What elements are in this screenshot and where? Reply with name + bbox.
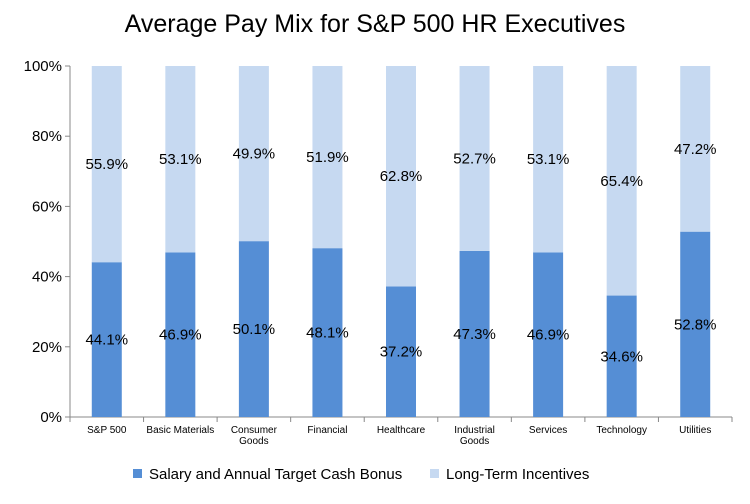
bar-salary-bonus <box>680 231 711 417</box>
data-label: 53.1% <box>159 151 202 168</box>
bar-salary-bonus <box>459 250 490 417</box>
bar-long-term-incentives <box>91 66 122 263</box>
y-tick-label: 20% <box>32 339 62 356</box>
legend-label-long-term-incentives: Long-Term Incentives <box>446 466 589 483</box>
x-category-label: Technology <box>596 425 647 436</box>
data-label: 65.4% <box>600 173 643 190</box>
data-label: 62.8% <box>380 168 423 185</box>
x-category-label: Industrial Goods <box>454 425 495 447</box>
y-tick-label: 100% <box>24 58 62 75</box>
y-tick-label: 40% <box>32 269 62 286</box>
bar-long-term-incentives <box>165 66 196 253</box>
bar-long-term-incentives <box>680 66 711 232</box>
x-category-label: Healthcare <box>377 425 426 436</box>
bar-long-term-incentives <box>386 66 416 287</box>
legend-label-salary-bonus: Salary and Annual Target Cash Bonus <box>149 466 402 483</box>
bar-salary-bonus <box>165 252 196 417</box>
bar-salary-bonus <box>238 241 269 417</box>
chart-title: Average Pay Mix for S&P 500 HR Executive… <box>124 10 626 38</box>
data-label: 52.7% <box>453 150 496 167</box>
bar-salary-bonus <box>533 252 564 417</box>
x-category-label: S&P 500 <box>87 425 127 436</box>
x-category-label: Basic Materials <box>146 425 214 436</box>
bar-salary-bonus <box>606 295 637 417</box>
data-label: 50.1% <box>233 321 276 338</box>
data-label: 44.1% <box>86 332 129 349</box>
data-label: 52.8% <box>674 316 717 333</box>
bar-long-term-incentives <box>459 66 490 251</box>
data-label: 51.9% <box>306 149 349 166</box>
bar-long-term-incentives <box>606 66 637 296</box>
bar-salary-bonus <box>386 286 416 417</box>
data-label: 47.3% <box>453 326 496 343</box>
y-tick-label: 60% <box>32 198 62 215</box>
bar-salary-bonus <box>91 262 122 417</box>
data-label: 49.9% <box>233 146 276 163</box>
y-tick-label: 0% <box>40 409 62 426</box>
data-label: 47.2% <box>674 141 717 158</box>
bar-long-term-incentives <box>238 66 269 242</box>
data-label: 46.9% <box>527 327 570 344</box>
y-tick-label: 80% <box>32 128 62 145</box>
data-label: 55.9% <box>86 156 129 173</box>
bar-long-term-incentives <box>312 66 343 249</box>
x-category-label: Services <box>529 425 567 436</box>
data-label: 53.1% <box>527 151 570 168</box>
legend-swatch-salary-bonus <box>133 469 142 478</box>
data-label: 48.1% <box>306 325 349 342</box>
data-label: 34.6% <box>600 348 643 365</box>
legend-swatch-long-term-incentives <box>430 469 439 478</box>
data-label: 46.9% <box>159 327 202 344</box>
bar-salary-bonus <box>312 248 343 417</box>
x-category-label: Financial <box>307 425 347 436</box>
x-category-label: Utilities <box>679 425 711 436</box>
bar-long-term-incentives <box>533 66 564 253</box>
data-label: 37.2% <box>380 344 423 361</box>
x-category-label: Consumer Goods <box>231 425 278 447</box>
